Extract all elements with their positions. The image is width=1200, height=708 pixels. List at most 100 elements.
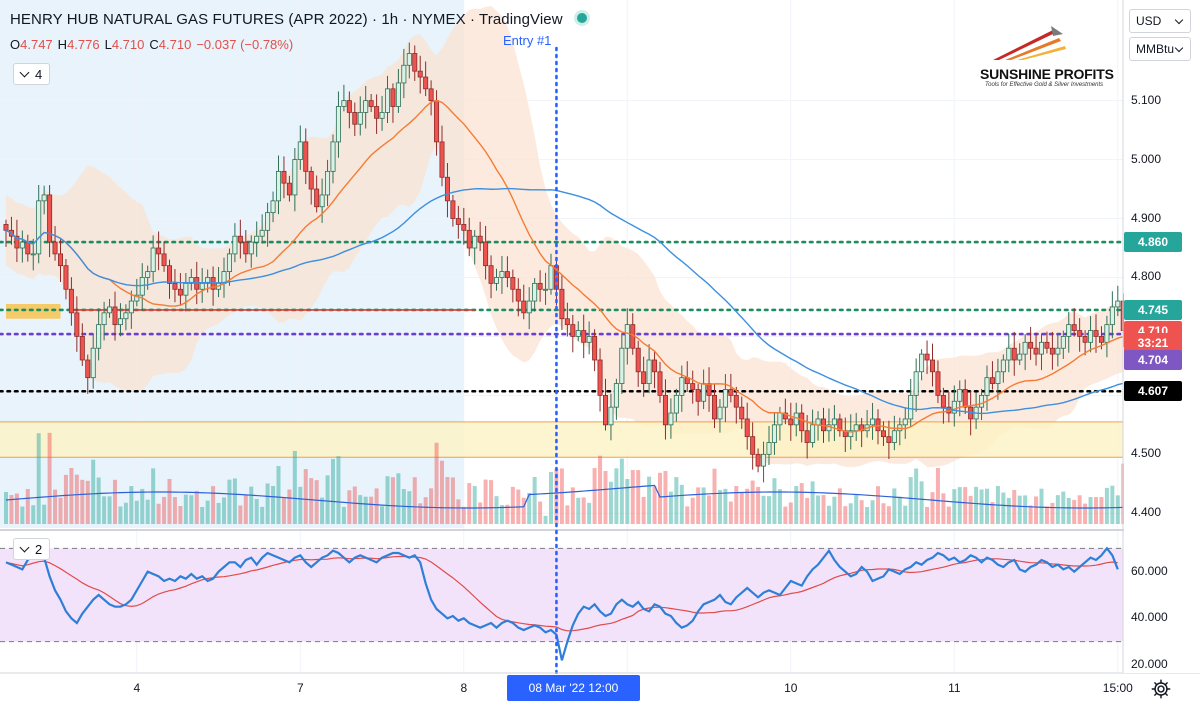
candle-body (499, 271, 505, 278)
candle-body (14, 235, 20, 249)
candle-body (319, 194, 325, 208)
candle-body (581, 330, 587, 343)
volume-bar (603, 470, 608, 524)
volume-bar (925, 506, 930, 524)
chevron-down-icon (1174, 43, 1184, 53)
candle-body (25, 241, 31, 255)
candle-body (940, 394, 946, 408)
candle-body (619, 347, 625, 384)
volume-bar (750, 480, 755, 524)
candle-body (848, 430, 854, 438)
volume-bar (145, 499, 150, 524)
candle-body (951, 400, 957, 414)
candle-body (984, 377, 990, 396)
candle-body (172, 282, 178, 290)
candle-body (232, 235, 238, 255)
volume-bar (336, 456, 341, 524)
volume-bar (734, 486, 739, 524)
candle-body (924, 353, 930, 361)
candle-body (521, 300, 527, 314)
candle-body (199, 282, 205, 290)
volume-bar (58, 497, 63, 524)
ohlc-key: L (104, 37, 112, 52)
volume-bar (1034, 496, 1039, 524)
candle-body (526, 300, 532, 314)
candle-body (374, 106, 380, 119)
volume-bar (581, 497, 586, 524)
candle-body (3, 224, 9, 231)
volume-bar (494, 496, 499, 524)
candle-body (466, 229, 472, 249)
currency-select[interactable]: USD (1129, 9, 1191, 33)
volume-ma-line (5, 484, 1124, 509)
volume-bar (990, 502, 995, 524)
candle-body (434, 100, 440, 143)
volume-bar (957, 487, 962, 524)
volume-bar (908, 477, 913, 524)
volume-bar (189, 495, 194, 524)
main-pane-collapse-button[interactable]: 4 (13, 63, 51, 85)
candle-body (717, 406, 723, 420)
main-pane-badge: 4 (35, 67, 43, 82)
candle-body (123, 312, 129, 320)
candle-body (913, 371, 919, 396)
logo-mark-icon (993, 26, 1066, 60)
volume-bar (919, 481, 924, 524)
candle-body (401, 64, 407, 84)
candle-body (733, 394, 739, 408)
candle-body (450, 200, 456, 219)
volume-bar (227, 479, 232, 524)
chevron-down-icon (1174, 15, 1184, 25)
ohlc-value: 4.747 (20, 37, 53, 52)
candle-body (771, 424, 777, 443)
volume-bar (172, 497, 177, 524)
candle-body (68, 288, 74, 314)
volume-bar (249, 486, 254, 524)
gear-icon[interactable] (1150, 678, 1172, 700)
candle-body (363, 100, 369, 113)
candle-body (515, 288, 521, 302)
entry-annotation: Entry #1 (503, 33, 552, 48)
volume-bar (930, 492, 935, 524)
volume-bar (625, 478, 630, 524)
price-tick-label: 4.800 (1131, 269, 1162, 284)
volume-bar (941, 493, 946, 524)
volume-bar (527, 492, 532, 524)
unit-select[interactable]: MMBtu (1129, 37, 1191, 61)
candle-body (1055, 347, 1061, 355)
volume-bar (303, 469, 308, 524)
candle-body (439, 141, 445, 178)
price-axis-label: 4.704 (1124, 350, 1182, 370)
symbol-title[interactable]: HENRY HUB NATURAL GAS FUTURES (APR 2022)… (10, 11, 563, 28)
rsi-pane-collapse-button[interactable]: 2 (13, 538, 51, 560)
volume-bar (363, 496, 368, 524)
candle-body (101, 312, 107, 326)
volume-bar (968, 495, 973, 524)
volume-bar (745, 488, 750, 524)
candle-body (30, 253, 36, 256)
candle-body (673, 394, 679, 414)
candle-body (1060, 336, 1066, 349)
rsi-pane-badge: 2 (35, 542, 43, 557)
candle-body (330, 141, 336, 172)
candle-body (853, 424, 859, 432)
volume-bar (756, 486, 761, 524)
volume-bar (292, 450, 297, 524)
volume-bar (794, 486, 799, 524)
volume-bar (576, 497, 581, 524)
volume-bar (652, 486, 657, 524)
candle-body (624, 324, 630, 349)
candle-body (930, 359, 936, 373)
candle-body (504, 271, 510, 278)
volume-bar (281, 497, 286, 524)
volume-bar (510, 486, 515, 524)
candle-body (815, 418, 821, 426)
candle-body (221, 271, 227, 284)
sunshine-profits-logo: SUNSHINE PROFITS Tools for Effective Gol… (975, 24, 1125, 96)
candle-body (52, 241, 58, 255)
ohlc-value: 4.776 (67, 37, 100, 52)
volume-bar (1001, 492, 1006, 524)
candle-body (766, 442, 772, 455)
price-tick-label: 5.100 (1131, 92, 1162, 107)
